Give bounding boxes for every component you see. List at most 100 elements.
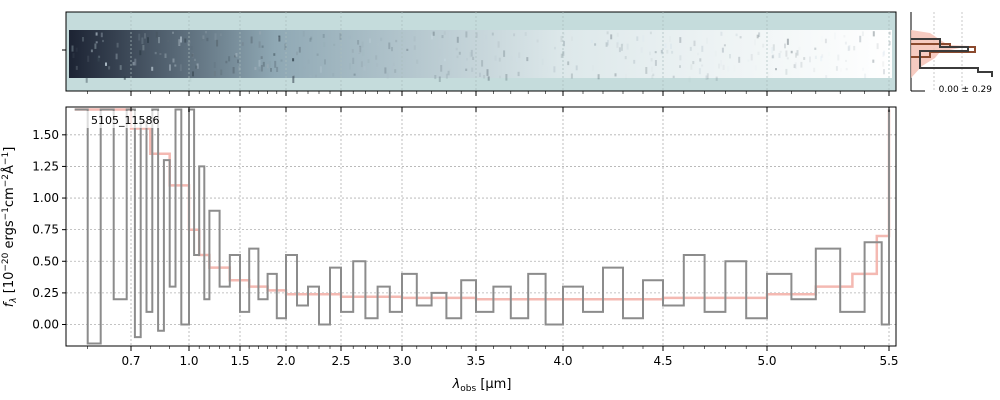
noise-pixel	[848, 45, 851, 51]
noise-pixel	[483, 75, 486, 79]
noise-pixel	[315, 74, 317, 78]
noise-pixel	[191, 53, 194, 57]
noise-pixel	[241, 42, 244, 46]
noise-pixel	[438, 49, 441, 57]
noise-pixel	[790, 50, 793, 54]
noise-pixel	[786, 38, 789, 45]
noise-pixel	[441, 35, 444, 39]
noise-pixel	[71, 45, 74, 52]
noise-pixel	[721, 47, 724, 53]
noise-pixel	[119, 65, 122, 70]
noise-pixel	[75, 65, 78, 70]
noise-pixel	[143, 52, 146, 55]
noise-pixel	[715, 76, 718, 81]
noise-pixel	[380, 37, 383, 42]
noise-pixel	[205, 31, 207, 34]
x-tick-label: 4.5	[653, 354, 672, 368]
noise-pixel	[164, 53, 167, 58]
noise-pixel	[592, 65, 594, 71]
noise-pixel	[651, 75, 654, 79]
noise-pixel	[319, 66, 322, 73]
noise-pixel	[270, 68, 272, 72]
noise-pixel	[814, 47, 817, 50]
noise-pixel	[814, 55, 817, 59]
noise-pixel	[624, 56, 627, 60]
noise-pixel	[298, 46, 301, 53]
noise-pixel	[362, 49, 365, 56]
noise-pixel	[391, 65, 393, 70]
noise-pixel	[375, 55, 378, 60]
noise-pixel	[169, 64, 171, 71]
noise-pixel	[888, 41, 891, 46]
noise-pixel	[413, 45, 416, 50]
spectrum-1d-panel: 0.00 0.25 0.50 0.75 1.00 1.25 1.50 0.7 1.0 1.5 2.…	[1, 106, 899, 394]
noise-pixel	[824, 38, 827, 44]
noise-pixel	[352, 57, 355, 64]
noise-pixel	[503, 50, 506, 57]
noise-pixel	[750, 54, 753, 61]
noise-pixel	[307, 59, 310, 64]
noise-pixel	[828, 52, 830, 56]
noise-pixel	[262, 61, 265, 67]
profile-line-brown	[911, 43, 976, 58]
noise-pixel	[758, 32, 761, 37]
noise-pixel	[278, 35, 281, 42]
noise-pixel	[784, 43, 786, 49]
noise-pixel	[843, 35, 846, 38]
noise-pixel	[594, 43, 597, 46]
noise-pixel	[660, 50, 663, 54]
noise-pixel	[332, 73, 335, 77]
noise-pixel	[432, 31, 435, 36]
noise-pixel	[277, 36, 280, 42]
noise-pixel	[772, 44, 775, 51]
noise-pixel	[487, 76, 490, 81]
noise-pixel	[834, 32, 836, 40]
x-tick-label: 3.0	[392, 354, 411, 368]
y-tick-label: 1.25	[32, 159, 59, 173]
noise-pixel	[796, 50, 799, 56]
noise-pixel	[196, 63, 199, 69]
noise-pixel	[479, 72, 481, 77]
noise-pixel	[747, 59, 750, 62]
noise-pixel	[349, 63, 351, 69]
noise-pixel	[669, 36, 672, 42]
noise-pixel	[650, 58, 653, 62]
noise-pixel	[360, 61, 363, 68]
noise-pixel	[553, 66, 556, 73]
noise-pixel	[384, 67, 387, 74]
noise-pixel	[94, 43, 97, 49]
noise-pixel	[184, 65, 187, 68]
noise-pixel	[413, 36, 416, 42]
noise-pixel	[720, 60, 723, 67]
noise-pixel	[172, 31, 174, 34]
noise-pixel	[888, 31, 891, 35]
noise-pixel	[590, 39, 593, 43]
noise-pixel	[706, 38, 708, 44]
noise-pixel	[328, 33, 331, 37]
noise-pixel	[141, 37, 144, 45]
noise-pixel	[575, 65, 578, 71]
noise-pixel	[882, 52, 885, 57]
noise-pixel	[679, 55, 682, 61]
x-tick-label: 5.5	[879, 354, 898, 368]
noise-pixel	[862, 67, 865, 71]
noise-pixel	[339, 33, 342, 40]
noise-pixel	[443, 58, 446, 62]
noise-pixel	[268, 61, 271, 68]
noise-pixel	[853, 45, 856, 51]
observed-flux-series	[74, 108, 890, 345]
x-tick-label: 2.0	[276, 354, 295, 368]
noise-pixel	[864, 73, 867, 80]
noise-pixel	[213, 71, 216, 77]
noise-pixel	[649, 51, 651, 56]
noise-pixel	[310, 36, 313, 40]
object-id: 5105_11586	[91, 114, 160, 127]
x-axis-label: λobs [µm]	[452, 377, 512, 394]
noise-pixel	[689, 46, 692, 51]
noise-pixel	[134, 58, 137, 66]
noise-pixel	[206, 37, 209, 42]
x-tick-label: 1.0	[179, 354, 198, 368]
noise-pixel	[434, 75, 437, 80]
main-y-ticks: 0.00 0.25 0.50 0.75 1.00 1.25 1.50	[32, 128, 66, 332]
noise-pixel	[353, 73, 356, 76]
